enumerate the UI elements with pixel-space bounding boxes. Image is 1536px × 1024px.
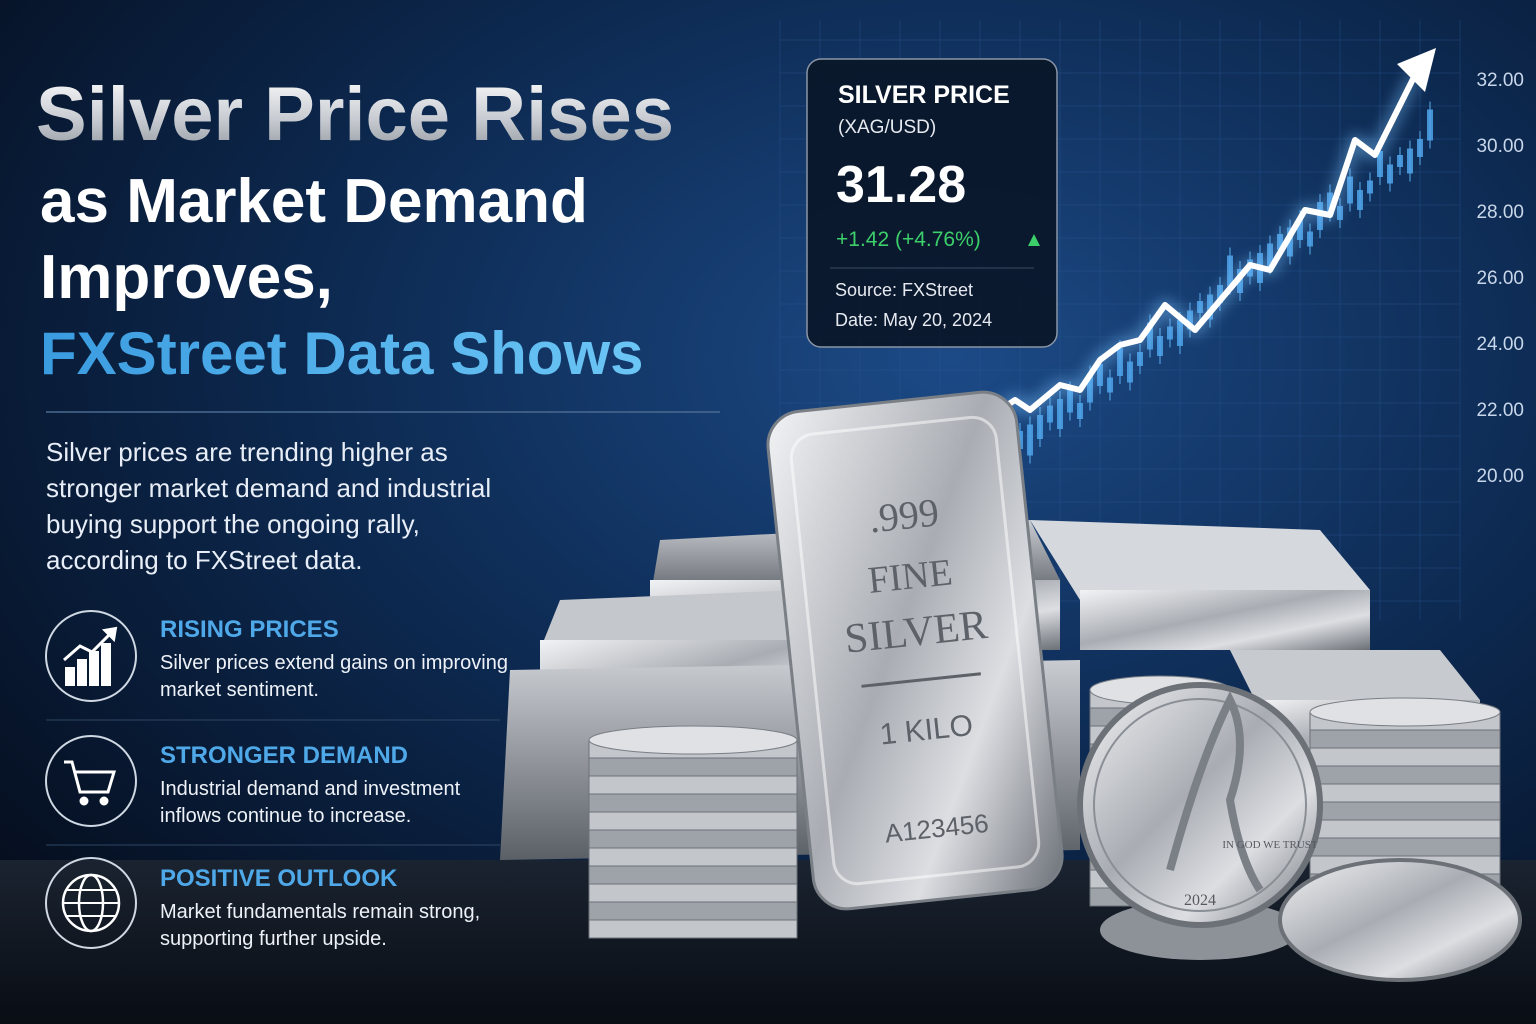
candle: [1207, 294, 1213, 320]
candle: [1367, 180, 1373, 194]
candle: [1337, 206, 1343, 220]
candle: [1397, 155, 1403, 167]
candle: [1217, 285, 1223, 303]
headline: Improves,: [40, 243, 333, 312]
candle: [1157, 336, 1163, 356]
coin-edge: [588, 901, 798, 921]
candle: [1307, 231, 1313, 247]
coin-edge: [588, 793, 798, 813]
up-triangle: [1028, 234, 1040, 246]
bar-text: FINE: [866, 551, 954, 602]
price-axis: 32.00 30.00 28.00 26.00 24.00 22.00 20.00: [1476, 70, 1524, 487]
coin-edge: [588, 883, 798, 903]
axis-label: 26.00: [1476, 268, 1524, 289]
candle: [1417, 139, 1423, 157]
candle: [1387, 164, 1393, 184]
candle: [1097, 364, 1103, 386]
axis-label: 30.00: [1476, 136, 1524, 157]
candle: [1047, 405, 1053, 423]
coin-edge: [588, 919, 798, 939]
candle: [1287, 227, 1293, 257]
headline: as Market Demand: [40, 167, 588, 236]
card-change: +1.42 (+4.76%): [836, 228, 981, 251]
candle: [1177, 320, 1183, 346]
candle: [1027, 424, 1033, 456]
coin-motto: IN GOD WE TRUST: [1222, 839, 1318, 851]
candle: [1227, 255, 1233, 287]
candles: [997, 101, 1433, 474]
summary: Silver prices are trending higher as str…: [46, 437, 492, 575]
feature-title: POSITIVE OUTLOOK: [160, 865, 398, 892]
candle: [1107, 377, 1113, 393]
candle: [1087, 373, 1093, 403]
candle: [1327, 192, 1333, 214]
axis-label: 32.00: [1476, 70, 1524, 91]
trend-arrow: [1397, 48, 1436, 92]
axis-label: 24.00: [1476, 334, 1524, 355]
price-card: [806, 58, 1058, 348]
coin-edge: [1309, 837, 1501, 857]
card-date: Date: May 20, 2024: [835, 310, 992, 330]
feature-text: Market fundamentals remain strong, suppo…: [160, 901, 481, 950]
card-title: SILVER PRICE: [838, 81, 1010, 109]
candle: [1407, 148, 1413, 174]
coin-edge: [1309, 747, 1501, 767]
card-pair: (XAG/USD): [838, 117, 936, 138]
axis-label: 20.00: [1476, 466, 1524, 487]
candle: [1117, 348, 1123, 376]
candle: [1347, 176, 1353, 204]
candle: [1267, 243, 1273, 267]
coin-edge: [1309, 819, 1501, 839]
headline: FXStreet Data Shows: [40, 320, 644, 387]
feature-title: STRONGER DEMAND: [160, 742, 409, 769]
candle: [1167, 326, 1173, 340]
feature-text: Industrial demand and investment inflows…: [160, 778, 461, 827]
candle: [1147, 322, 1153, 350]
candle: [1197, 301, 1203, 313]
coin-edge: [588, 829, 798, 849]
feature-title: RISING PRICES: [160, 616, 339, 643]
coin-edge: [588, 865, 798, 885]
candle: [1277, 234, 1283, 250]
candle: [1377, 151, 1383, 177]
coin-top: [588, 725, 798, 755]
trend-line: [998, 73, 1418, 413]
candle: [1187, 310, 1193, 330]
coin-edge: [1309, 729, 1501, 749]
candle: [1037, 415, 1043, 439]
candle: [1427, 109, 1433, 141]
coin-edge: [588, 775, 798, 795]
candle: [1137, 352, 1143, 366]
coin-edge: [1309, 783, 1501, 803]
candle: [1127, 361, 1133, 383]
axis-label: 28.00: [1476, 202, 1524, 223]
coin-top: [1309, 697, 1501, 727]
kilo-bar: .999 FINE SILVER 1 KILO A123456: [766, 390, 1064, 911]
headline: Silver Price Rises: [36, 72, 674, 157]
flat-coin: [1278, 858, 1522, 982]
candle: [1067, 389, 1073, 413]
feature-text: Silver prices extend gains on improving …: [160, 652, 508, 701]
coin-edge: [588, 757, 798, 777]
candle: [1297, 218, 1303, 240]
bar-purity: .999: [867, 489, 941, 541]
coin-year: 2024: [1184, 892, 1216, 909]
card-price: 31.28: [836, 156, 966, 214]
card-source: Source: FXStreet: [835, 280, 973, 300]
coin-edge: [588, 847, 798, 867]
coin-edge: [588, 811, 798, 831]
icons: [45, 610, 137, 949]
coin-edge: [1309, 801, 1501, 821]
front-coin: IN GOD WE TRUST 2024: [1077, 682, 1323, 960]
axis-label: 22.00: [1476, 400, 1524, 421]
candle: [1057, 399, 1063, 429]
coin-edge: [1309, 765, 1501, 785]
candle: [1357, 190, 1363, 210]
candle: [1077, 403, 1083, 419]
